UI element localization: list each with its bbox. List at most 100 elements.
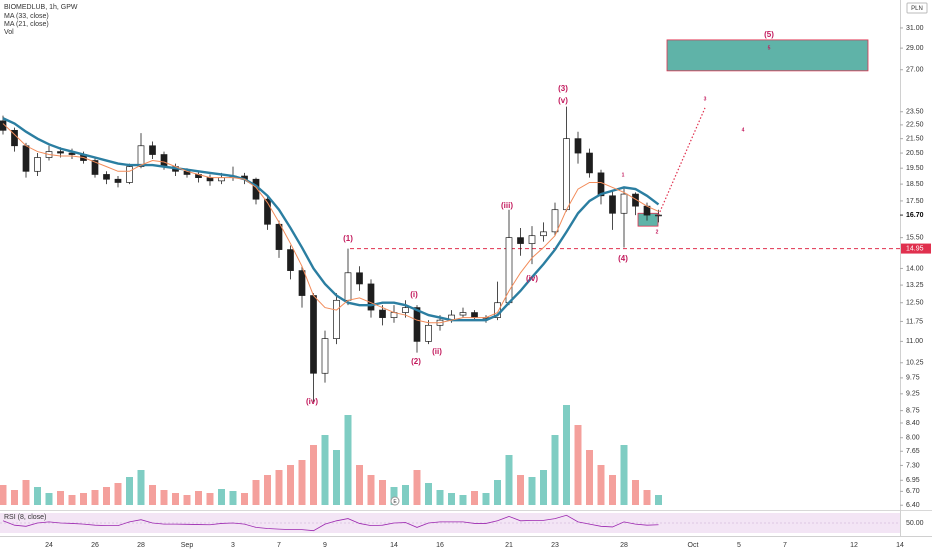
- volume-bar: [528, 477, 536, 505]
- wave-label: (iv): [306, 397, 318, 406]
- wave-label: (3): [558, 84, 568, 93]
- volume-bar: [425, 483, 432, 505]
- candle-body: [609, 195, 616, 214]
- candle-body: [0, 120, 7, 131]
- volume-bar: [0, 485, 7, 505]
- wave-label: (i): [410, 290, 418, 299]
- x-tick-label: 24: [45, 542, 53, 549]
- y-tick-label: 7.30: [906, 462, 920, 469]
- rsi-tick-label: 50.00: [906, 520, 924, 527]
- volume-bar: [137, 470, 145, 505]
- volume-bar: [390, 487, 398, 505]
- candle-body: [517, 237, 524, 244]
- wave-label: 1: [622, 172, 625, 178]
- y-tick-label: 31.00: [906, 25, 924, 32]
- x-tick-label: 12: [850, 542, 858, 549]
- y-tick-label: 19.50: [906, 165, 924, 172]
- candle-body: [574, 138, 582, 154]
- candle-body: [68, 152, 76, 155]
- candle-body: [540, 231, 547, 237]
- volume-bar: [344, 415, 352, 505]
- volume-bar: [655, 495, 662, 505]
- candle-body: [160, 154, 168, 167]
- y-tick-label: 27.00: [906, 67, 924, 74]
- candle-body: [367, 283, 375, 311]
- x-tick-label: 28: [620, 542, 628, 549]
- currency-label: PLN: [911, 6, 923, 12]
- volume-bar: [482, 493, 490, 505]
- candle-body: [264, 198, 271, 225]
- x-tick-label: 3: [231, 542, 235, 549]
- volume-bar: [218, 489, 225, 505]
- legend-rsi: RSI (8, close): [4, 514, 46, 521]
- volume-bar: [229, 491, 237, 505]
- volume-bar: [22, 480, 30, 505]
- volume-bar: [448, 493, 455, 505]
- y-tick-label: 9.25: [906, 391, 920, 398]
- volume-bar: [586, 450, 593, 505]
- volume-bar: [402, 485, 409, 505]
- x-tick-label: 23: [551, 542, 559, 549]
- candle-body: [137, 145, 145, 167]
- y-tick-label: 22.50: [906, 122, 924, 129]
- volume-bar: [91, 490, 99, 505]
- volume-bar: [114, 483, 122, 505]
- candle-body: [471, 312, 478, 318]
- volume-bar: [103, 487, 110, 505]
- wave-label: (ii): [432, 347, 442, 356]
- candle-body: [287, 249, 294, 271]
- y-tick-label: 6.95: [906, 477, 920, 484]
- currency-badge: [906, 2, 928, 14]
- legend-volume: Vol: [4, 29, 14, 36]
- candle-body: [563, 138, 570, 211]
- x-tick-label: 14: [896, 542, 904, 549]
- volume-bar: [206, 493, 214, 505]
- wave-label: (2): [411, 357, 421, 366]
- volume-bar: [264, 475, 271, 505]
- y-tick-label: 10.25: [906, 360, 924, 367]
- volume-bar: [68, 495, 76, 505]
- event-marker: [390, 496, 400, 506]
- candle-body: [597, 172, 605, 197]
- volume-bar: [459, 495, 467, 505]
- event-marker-label: E: [393, 499, 397, 505]
- volume-bar: [149, 485, 156, 505]
- y-tick-label: 29.00: [906, 45, 924, 52]
- wave-label: 3: [704, 96, 707, 102]
- y-tick-label: 14.00: [906, 265, 924, 272]
- level-label: 14.95: [906, 245, 924, 252]
- candle-body: [275, 223, 283, 250]
- wave-label: (4): [618, 254, 628, 263]
- candle-body: [586, 152, 593, 174]
- candle-body: [22, 145, 30, 172]
- volume-bar: [367, 475, 375, 505]
- candle-body: [459, 312, 467, 316]
- candle-body: [356, 272, 363, 285]
- volume-bar: [183, 495, 191, 505]
- volume-bar: [620, 445, 628, 505]
- x-tick-label: 14: [390, 542, 398, 549]
- volume-bar: [298, 460, 306, 505]
- candle-body: [655, 214, 662, 217]
- legend-ma21: MA (21, close): [4, 21, 49, 28]
- y-tick-label: 11.00: [906, 338, 923, 345]
- x-tick-label: 28: [137, 542, 145, 549]
- candle-body: [126, 166, 133, 183]
- y-tick-label: 8.00: [906, 435, 920, 442]
- candle-body: [57, 151, 64, 154]
- candle-body: [114, 178, 122, 183]
- candle-body: [103, 174, 110, 180]
- volume-bar: [57, 491, 64, 505]
- volume-bar: [45, 493, 53, 505]
- volume-bar: [80, 493, 87, 505]
- volume-bar: [310, 445, 317, 505]
- volume-bar: [379, 480, 386, 505]
- candle-body: [252, 178, 260, 200]
- y-tick-label: 13.25: [906, 282, 924, 289]
- moving-average: [2, 123, 659, 324]
- volume-bar: [471, 491, 478, 505]
- y-tick-label: 21.50: [906, 135, 924, 142]
- wave-label: (iv): [526, 274, 538, 283]
